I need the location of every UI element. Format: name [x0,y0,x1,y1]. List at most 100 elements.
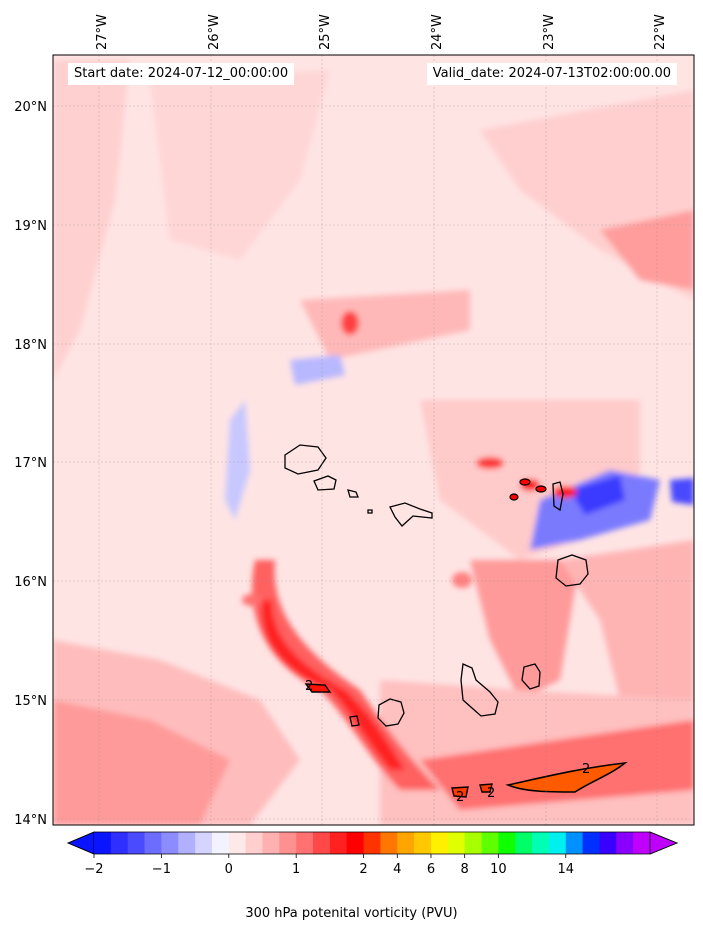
colorbar-extend-max [649,831,679,855]
valid-date-label: Valid_date: 2024-07-13T02:00:00.00 [426,63,677,85]
colorbar-extend-min [66,831,95,855]
pv-negative-west [225,400,250,520]
colorbar-swatch [161,832,179,854]
island-outlines [284,444,589,727]
pv-spot-west [242,594,262,606]
colorbar-tick-label: 2 [359,862,367,877]
colorbar-swatch [548,832,567,854]
lat-label: 18°N [14,338,47,353]
colorbar-swatch [515,832,533,854]
colorbar-tick-label: −1 [152,862,171,877]
lon-label: 24°W [430,14,445,50]
pv-orange-spot-1 [451,786,469,798]
pv-red-spot-streamer [304,683,332,693]
colorbar-swatch [397,832,415,854]
island-sao-nicolau [389,502,433,527]
contour-label-2: 2 [582,762,590,777]
pv-region-west-band [53,60,130,380]
colorbar-swatch [313,832,331,854]
pv-spot-east-3 [553,486,577,498]
lat-label: 20°N [14,100,47,115]
contour-label-2: 2 [456,790,464,805]
lat-label: 19°N [14,219,47,234]
island-maio [521,663,541,690]
colorbar-outline [66,831,679,855]
contour-label-2: 2 [305,679,313,694]
colorbar-swatch [127,832,145,854]
colorbar-tick-label: 0 [225,862,233,877]
gridlines [53,55,694,825]
island-santa-luzia [347,489,359,498]
colorbar-swatch [211,832,230,854]
pv-spot-east-1 [476,457,504,469]
island-sal [552,481,564,512]
lat-label: 14°N [14,813,47,828]
colorbar-swatch [447,832,466,854]
colorbar-swatch [144,832,162,854]
island-sao-vicente [313,475,337,491]
colorbar-swatch [262,832,280,854]
colorbar-swatch [279,832,297,854]
pv-region-north [150,70,330,260]
island-boa-vista [555,554,589,587]
colorbar-swatch [430,832,449,854]
colorbar-ticks: −2 −1 0 1 2 4 6 8 10 14 [84,854,574,877]
colorbar-swatch [296,832,314,854]
pv-red-spot-e2 [535,485,547,493]
colorbar-swatch [616,832,634,854]
pv-orange-band [505,761,628,793]
colorbar-tick-label: −2 [84,862,103,877]
latitude-labels: 20°N 19°N 18°N 17°N 16°N 15°N 14°N [14,100,47,828]
pv-streamer-core [261,600,405,770]
pv-streamer [252,560,440,790]
colorbar-title: 300 hPa potenital vorticity (PVU) [245,906,458,921]
pv-field: 2 2 2 2 [53,55,694,825]
colorbar-swatch [633,832,651,854]
island-santiago [460,663,499,717]
colorbar-swatch [565,832,584,854]
colorbar-swatch [582,832,600,854]
lat-label: 15°N [14,694,47,709]
island-brava [349,715,360,727]
pv-region-mid-band [300,290,470,360]
pv-red-spot-e1 [519,478,531,486]
pv-spot-north [341,311,359,335]
pv-negative-north [290,355,345,385]
lon-label: 27°W [95,14,110,50]
colorbar-tick-label: 14 [557,862,574,877]
colorbar-swatch [245,832,263,854]
colorbar [66,831,679,855]
colorbar-swatch [363,832,381,854]
colorbar-swatch [94,832,112,854]
pv-region-southeast [560,540,694,720]
longitude-labels: 27°W 26°W 25°W 24°W 23°W 22°W [95,14,668,50]
colorbar-swatch [110,832,129,854]
colorbar-swatch [195,832,213,854]
pv-orange-spot-2 [479,783,493,793]
colorbar-swatch [599,832,617,854]
colorbar-tick-label: 8 [461,862,469,877]
colorbar-swatch [329,832,348,854]
colorbar-swatch [380,832,398,854]
pv-region-central-south [470,560,580,700]
island-fogo [377,698,405,727]
contour-label-2: 2 [487,786,495,801]
lon-label: 25°W [318,14,333,50]
pv-region-sw-strong [53,700,230,825]
start-date-label: Start date: 2024-07-12_00:00:00 [68,63,295,85]
colorbar-swatch [532,832,550,854]
colorbar-swatch [414,832,432,854]
map-frame [52,54,695,826]
pv-region-ne-strong [600,210,694,290]
island-raso [367,509,373,514]
colorbar-tick-label: 6 [427,862,435,877]
colorbar-swatch [464,832,482,854]
colorbar-tick-label: 1 [292,862,300,877]
pv-spot-south [452,572,472,588]
pv-shading [53,60,694,825]
pv-red-spot-e3 [509,493,519,501]
colorbar-swatch [481,832,499,854]
colorbar-swatch [178,832,196,854]
lat-label: 16°N [14,575,47,590]
